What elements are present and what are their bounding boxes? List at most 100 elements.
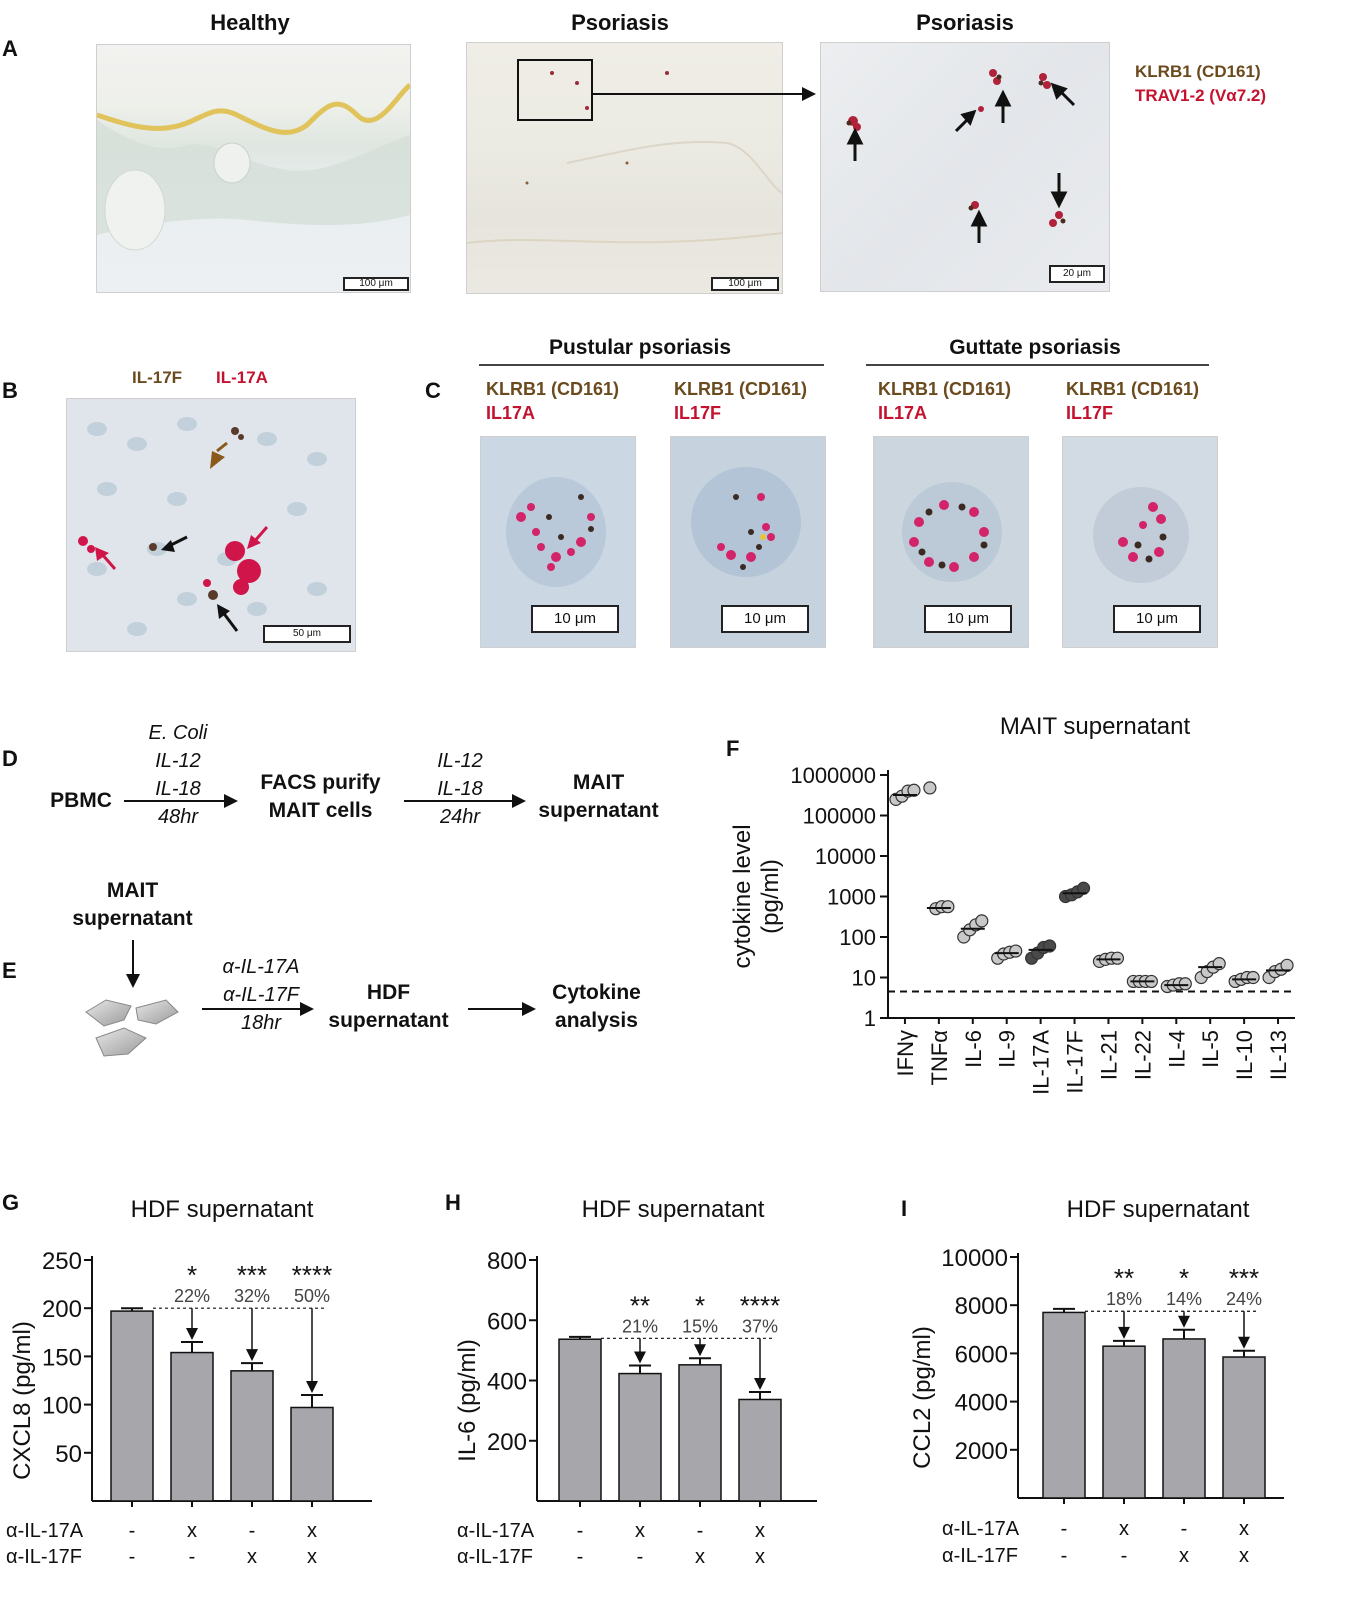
data-point [1246,970,1260,985]
panel-letter-d: D [2,746,18,771]
cell-3-label-brown: KLRB1 (CD161) [878,379,1012,399]
flow-arrow-down [126,940,140,988]
percent-reduction: 15% [682,1316,718,1336]
panel-letter-g: G [2,1190,20,1215]
flow-e-top-line: MAIT [106,879,159,902]
scale-bar: 10 μm [1113,605,1201,633]
treatment-mark: x [187,1520,197,1542]
chart-i: HDF supernatant 2000 4000 6000 8000 10000 CCL2… [909,1196,1284,1567]
y-axis-label: CCL2 (pg/ml) [909,1326,936,1469]
treatment-mark: x [1239,1518,1249,1540]
legend-trav1-2: TRAV1-2 (Vα7.2) [1135,86,1267,105]
y-axis-label-line: (pg/ml) [757,859,784,934]
flow-step1-line: E. Coli [148,722,208,744]
scale-bar: 10 μm [721,605,809,633]
treatment-row-label: α-IL-17F [6,1546,82,1568]
bar [678,1364,722,1502]
panel-letter-i: I [901,1196,908,1221]
significance-stars: *** [1229,1263,1259,1293]
y-axis-label: cytokine level(pg/ml) [729,824,784,968]
x-tick-label: IL-4 [1164,1030,1189,1068]
y-tick-label: 400 [487,1369,527,1396]
treatment-mark: - [577,1520,584,1542]
y-tick-label: 6000 [955,1341,1008,1368]
treatment-mark: - [637,1546,644,1568]
flow-e-step-line: α-IL-17F [223,984,299,1006]
cell-2-label-brown: KLRB1 (CD161) [674,379,808,399]
reduction-arrowhead [246,1349,258,1362]
treatment-mark: - [697,1520,704,1542]
cell-1-micrograph: 10 μm [480,436,636,648]
treatment-mark: - [1061,1518,1068,1540]
flow-e-step-line: α-IL-17A [222,956,300,978]
data-point [1178,977,1192,991]
treatment-mark: x [755,1520,765,1542]
x-tick-label: IL-9 [995,1030,1020,1068]
flow-arrow [202,1002,314,1016]
y-axis-label: IL-6 (pg/ml) [454,1339,481,1462]
data-point [1009,944,1023,958]
panel-letter-c: C [425,378,441,403]
cell-3-micrograph: 10 μm [873,436,1029,648]
cell-4-label-red: IL17F [1066,403,1114,423]
treatment-mark: - [577,1546,584,1568]
treatment-row-label: α-IL-17F [942,1545,1018,1567]
flow-step2-line: 24hr [439,806,481,828]
y-tick-label: 800 [487,1248,527,1275]
treatment-mark: - [129,1520,136,1542]
x-tick-label: IL-10 [1232,1030,1257,1080]
treatment-mark: x [755,1546,765,1568]
reduction-arrowhead [634,1351,646,1364]
treatment-row-label: α-IL-17A [6,1520,84,1542]
bar [110,1310,154,1502]
x-tick-label: IL-17A [1029,1030,1054,1095]
data-point [941,900,955,914]
flow-e-mid-line: HDF [366,981,411,1004]
significance-stars: **** [740,1290,780,1320]
treatment-row-label: α-IL-17F [457,1546,533,1568]
y-tick-label: 600 [487,1308,527,1335]
bar [1162,1338,1206,1499]
treatment-row-label: α-IL-17A [457,1520,535,1542]
bar [738,1398,782,1502]
x-tick-label: TNFα [927,1030,952,1086]
cell-1-label-red: IL17A [486,403,536,423]
y-tick-label: 100000 [803,804,876,829]
cell-4-micrograph: 10 μm [1062,436,1218,648]
flow-end-line: MAIT [572,771,625,794]
flow-step1-label: E. Coli IL-12 IL-18 48hr [128,719,228,831]
treatment-mark: x [1179,1545,1189,1567]
legend-il17a: IL-17A [216,368,268,387]
flow-e-step-label: α-IL-17A α-IL-17F 18hr [206,953,316,1037]
y-tick-label: 8000 [955,1293,1008,1320]
flow-step2-label: IL-12 IL-18 24hr [410,747,510,831]
treatment-mark: x [695,1546,705,1568]
y-axis-label: CXCL8 (pg/ml) [9,1321,36,1480]
flow-mait-supernatant: MAIT supernatant [526,769,671,825]
panel-c-group-pustular: Pustular psoriasis [548,336,732,359]
significance-stars: * [695,1290,705,1320]
y-tick-label: 50 [55,1441,82,1468]
treatment-mark: - [1181,1518,1188,1540]
panel-a-title-psoriasis-2: Psoriasis [916,10,1014,35]
flow-pbmc: PBMC [50,789,112,812]
scale-bar: 10 μm [531,605,619,633]
cell-4-label-brown: KLRB1 (CD161) [1066,379,1200,399]
y-tick-label: 1000000 [790,763,876,788]
treatment-row-label: α-IL-17A [942,1518,1020,1540]
panel-letter-a: A [2,36,18,61]
significance-stars: * [187,1260,197,1290]
zoom-arrow [592,87,816,101]
chart-g: HDF supernatant 50 100 150 200 250 CXCL8 (pg/m… [6,1196,372,1568]
scale-bar: 100 μm [711,277,779,291]
treatment-mark: x [1239,1545,1249,1567]
treatment-mark: x [635,1520,645,1542]
chart-title: HDF supernatant [131,1196,314,1223]
flow-facs: FACS purify MAIT cells [248,769,393,825]
flow-e-step-line: 18hr [240,1012,282,1034]
flow-arrow [468,1002,536,1016]
percent-reduction: 21% [622,1316,658,1336]
percent-reduction: 24% [1226,1289,1262,1309]
treatment-mark: - [129,1546,136,1568]
x-tick-label: IL-22 [1130,1030,1155,1080]
